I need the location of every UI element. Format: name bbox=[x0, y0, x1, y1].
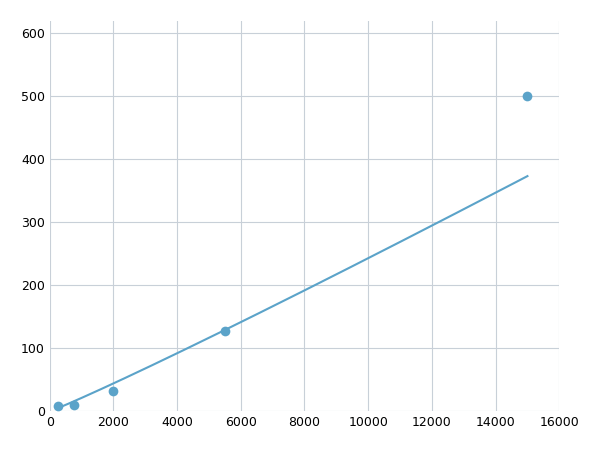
Point bbox=[69, 401, 79, 409]
Point bbox=[220, 327, 230, 334]
Point bbox=[523, 93, 532, 100]
Point bbox=[53, 403, 62, 410]
Point bbox=[109, 387, 118, 395]
